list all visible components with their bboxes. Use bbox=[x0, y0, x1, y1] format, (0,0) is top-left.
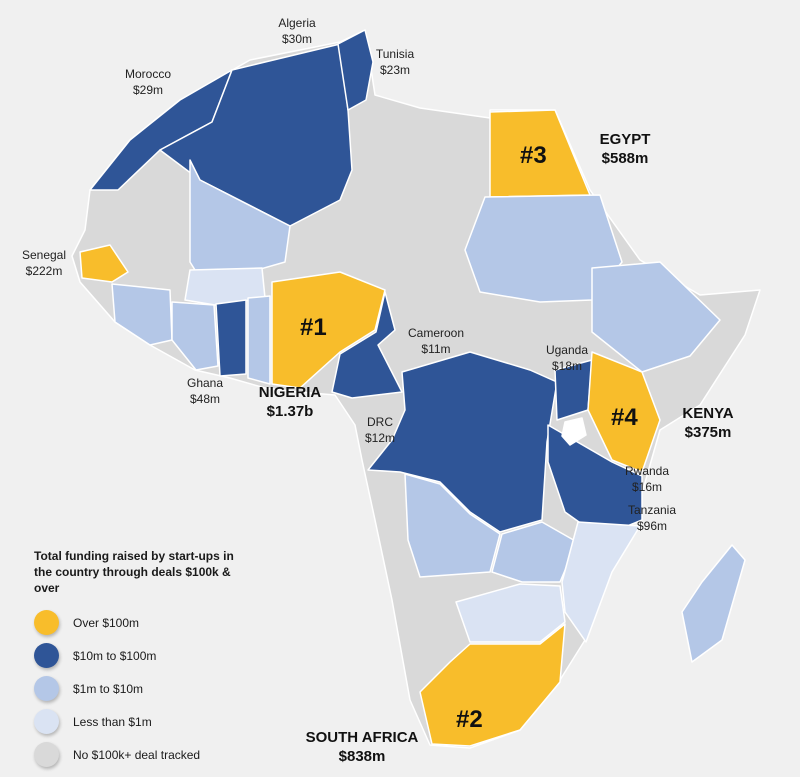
country-mali[interactable] bbox=[189, 159, 291, 279]
country-amount: $375m bbox=[684, 424, 732, 441]
country-amount: $18m bbox=[551, 359, 583, 373]
label-tanzania: Tanzania $96m bbox=[612, 502, 692, 534]
country-name: Tunisia bbox=[375, 47, 415, 61]
lake-victoria bbox=[561, 417, 587, 446]
label-egypt: EGYPT $588m bbox=[590, 130, 660, 168]
rank-nigeria: #1 bbox=[300, 314, 327, 341]
country-nigeria[interactable] bbox=[271, 271, 386, 389]
label-algeria: Algeria $30m bbox=[262, 15, 332, 47]
legend-swatch bbox=[34, 742, 59, 767]
country-south-africa[interactable] bbox=[419, 623, 566, 747]
country-name: Algeria bbox=[278, 16, 316, 30]
country-amount: $96m bbox=[636, 519, 668, 533]
country-amount: $222m bbox=[25, 264, 63, 278]
legend-swatch bbox=[34, 643, 59, 668]
rank-south-africa: #2 bbox=[456, 706, 483, 733]
country-amount: $30m bbox=[281, 32, 313, 46]
country-name: Senegal bbox=[21, 248, 67, 262]
country-guinea-region[interactable] bbox=[111, 283, 173, 346]
country-amount: $48m bbox=[189, 392, 221, 406]
label-rwanda: Rwanda $16m bbox=[612, 463, 682, 495]
country-sudan[interactable] bbox=[464, 194, 623, 303]
legend: Total funding raised by start-ups in the… bbox=[34, 548, 254, 771]
country-amount: $29m bbox=[132, 83, 164, 97]
legend-item-10m-100m: $10m to $100m bbox=[34, 639, 254, 672]
label-south-africa: SOUTH AFRICA $838m bbox=[292, 728, 432, 766]
country-name: Tanzania bbox=[627, 503, 677, 517]
label-tunisia: Tunisia $23m bbox=[360, 46, 430, 78]
legend-item-over-100m: Over $100m bbox=[34, 606, 254, 639]
label-cameroon: Cameroon $11m bbox=[396, 325, 476, 357]
country-name: DRC bbox=[367, 415, 393, 429]
label-senegal: Senegal $222m bbox=[14, 247, 74, 279]
legend-item-less-1m: Less than $1m bbox=[34, 705, 254, 738]
country-amount: $12m bbox=[364, 431, 396, 445]
country-name: Rwanda bbox=[624, 464, 670, 478]
legend-label: Over $100m bbox=[73, 615, 140, 630]
rank-egypt: #3 bbox=[520, 142, 547, 169]
label-drc: DRC $12m bbox=[350, 414, 410, 446]
country-name: Cameroon bbox=[407, 326, 465, 340]
country-cote-divoire[interactable] bbox=[171, 301, 219, 371]
legend-item-1m-10m: $1m to $10m bbox=[34, 672, 254, 705]
country-tunisia[interactable] bbox=[337, 29, 374, 111]
legend-label: No $100k+ deal tracked bbox=[73, 747, 201, 762]
country-ethiopia[interactable] bbox=[591, 261, 721, 373]
country-senegal[interactable] bbox=[79, 244, 129, 283]
country-kenya[interactable] bbox=[587, 351, 661, 473]
country-amount: $16m bbox=[631, 480, 663, 494]
country-name: Ghana bbox=[186, 376, 224, 390]
country-cameroon[interactable] bbox=[331, 291, 403, 399]
country-zambia[interactable] bbox=[491, 521, 578, 583]
rank-kenya: #4 bbox=[611, 404, 638, 431]
label-uganda: Uganda $18m bbox=[532, 342, 602, 374]
country-name: NIGERIA bbox=[258, 384, 322, 401]
country-name: Uganda bbox=[545, 343, 589, 357]
label-morocco: Morocco $29m bbox=[108, 66, 188, 98]
label-kenya: KENYA $375m bbox=[668, 404, 748, 442]
country-amount: $1.37b bbox=[266, 403, 314, 420]
legend-swatch bbox=[34, 709, 59, 734]
country-drc[interactable] bbox=[367, 351, 558, 533]
country-madagascar[interactable] bbox=[681, 544, 746, 663]
legend-swatch bbox=[34, 610, 59, 635]
country-name: Morocco bbox=[124, 67, 171, 81]
country-amount: $23m bbox=[379, 63, 411, 77]
legend-label: Less than $1m bbox=[73, 714, 152, 729]
country-benin-togo[interactable] bbox=[247, 295, 271, 385]
country-zimbabwe-botswana[interactable] bbox=[455, 583, 566, 643]
legend-label: $10m to $100m bbox=[73, 648, 157, 663]
country-name: SOUTH AFRICA bbox=[305, 729, 419, 746]
label-ghana: Ghana $48m bbox=[175, 375, 235, 407]
legend-swatch bbox=[34, 676, 59, 701]
country-name: KENYA bbox=[682, 405, 734, 422]
country-mozambique[interactable] bbox=[561, 521, 641, 643]
label-nigeria: NIGERIA $1.37b bbox=[240, 383, 340, 421]
country-amount: $838m bbox=[338, 748, 386, 765]
country-angola[interactable] bbox=[404, 473, 501, 578]
legend-item-no-deal: No $100k+ deal tracked bbox=[34, 738, 254, 771]
legend-title: Total funding raised by start-ups in the… bbox=[34, 549, 234, 595]
country-amount: $588m bbox=[601, 150, 649, 167]
country-amount: $11m bbox=[421, 342, 451, 356]
country-name: EGYPT bbox=[599, 131, 651, 148]
country-ghana[interactable] bbox=[215, 299, 247, 377]
legend-label: $1m to $10m bbox=[73, 681, 144, 696]
